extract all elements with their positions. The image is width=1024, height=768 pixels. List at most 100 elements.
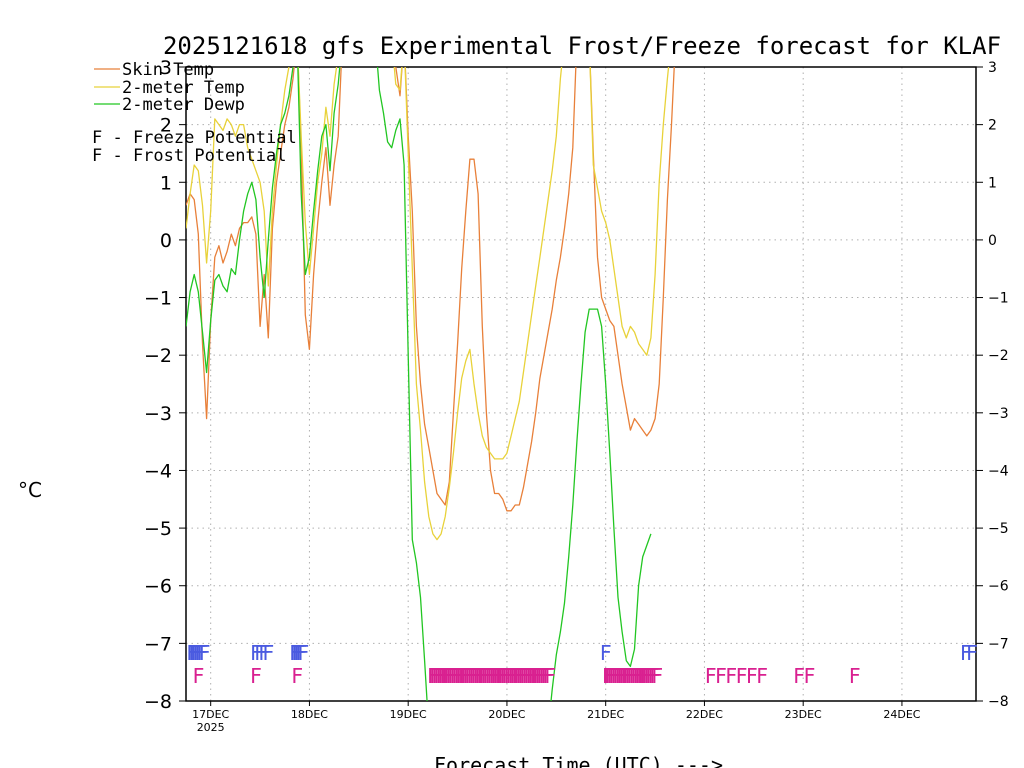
freeze-marker: F xyxy=(433,664,445,688)
freeze-marker: F xyxy=(501,664,513,688)
frost-marker: F xyxy=(250,641,262,665)
freeze-marker: F xyxy=(849,664,861,688)
x-tick-label: 23DEC xyxy=(785,708,822,721)
freeze-marker: F xyxy=(515,664,527,688)
plot-area xyxy=(186,67,675,701)
y-tick-label-right: −4 xyxy=(988,463,1009,479)
x-tick-label: 22DEC xyxy=(686,708,723,721)
freeze-marker: F xyxy=(530,664,542,688)
freeze-marker: F xyxy=(460,664,472,688)
frost-marker: F xyxy=(188,641,200,665)
freeze-marker: F xyxy=(474,664,486,688)
frost-marker: F xyxy=(291,641,303,665)
freeze-marker: F xyxy=(449,664,461,688)
freeze-marker: F xyxy=(616,664,628,688)
freeze-marker: F xyxy=(462,664,474,688)
freeze-marker: F xyxy=(491,664,503,688)
freeze-marker: F xyxy=(633,664,645,688)
freeze-marker: F xyxy=(468,664,480,688)
frost-marker: F xyxy=(293,641,305,665)
freeze-marker: F xyxy=(454,664,466,688)
x-tick-sublabel: 2025 xyxy=(197,721,225,734)
freeze-marker: F xyxy=(528,664,540,688)
y-tick-label-right: −2 xyxy=(988,348,1009,364)
freeze-marker: F xyxy=(464,664,476,688)
frost-marker: F xyxy=(190,641,202,665)
freeze-marker: F xyxy=(538,664,550,688)
y-tick-label: −3 xyxy=(144,403,172,425)
freeze-marker: F xyxy=(466,664,478,688)
freeze-marker: F xyxy=(624,664,636,688)
freeze-marker: F xyxy=(443,664,455,688)
freeze-marker: F xyxy=(793,664,805,688)
y-tick-label: −6 xyxy=(144,576,172,598)
frost-marker: F xyxy=(295,641,307,665)
y-axis-label: °C xyxy=(18,478,42,502)
freeze-marker: F xyxy=(507,664,519,688)
freeze-marker: F xyxy=(456,664,468,688)
y-tick-label: 1 xyxy=(160,172,172,194)
series-line-2-meter-dewp xyxy=(186,67,652,701)
frost-marker: F xyxy=(192,641,204,665)
series-lines xyxy=(186,67,675,701)
freeze-marker: F xyxy=(431,664,443,688)
y-tick-label-right: −6 xyxy=(988,579,1009,595)
freeze-marker: F xyxy=(645,664,657,688)
freeze-marker: F xyxy=(499,664,511,688)
frost-marker: F xyxy=(186,641,198,665)
freeze-marker: F xyxy=(470,664,482,688)
y-tick-label-right: −5 xyxy=(988,521,1009,537)
freeze-marker: F xyxy=(503,664,515,688)
y-tick-label-right: 2 xyxy=(988,118,997,134)
freeze-marker: F xyxy=(472,664,484,688)
freeze-marker: F xyxy=(509,664,521,688)
y-tick-label-right: −7 xyxy=(988,636,1009,652)
y-tick-label: −1 xyxy=(144,288,172,310)
x-tick-label: 18DEC xyxy=(291,708,328,721)
y-tick-label: −7 xyxy=(144,633,172,655)
freeze-marker: F xyxy=(705,664,717,688)
freeze-marker: F xyxy=(487,664,499,688)
chart-title: 2025121618 gfs Experimental Frost/Freeze… xyxy=(163,32,1001,60)
legend-2m-dewp: 2-meter Dewp xyxy=(122,95,245,115)
freeze-marker: F xyxy=(534,664,546,688)
x-tick-label: 17DEC xyxy=(192,708,229,721)
series-line-2-meter-temp xyxy=(186,67,670,541)
y-tick-label: −4 xyxy=(144,460,172,482)
freeze-marker: F xyxy=(626,664,638,688)
frost-marker: F xyxy=(254,641,266,665)
freeze-marker: F xyxy=(536,664,548,688)
x-tick-label: 24DEC xyxy=(883,708,920,721)
y-tick-label-right: 3 xyxy=(988,60,997,76)
legend-freeze-potential: F - Freeze Potential xyxy=(92,128,297,148)
freeze-marker: F xyxy=(735,664,747,688)
freeze-marker: F xyxy=(622,664,634,688)
frost-marker: F xyxy=(600,641,612,665)
x-tick-label: 20DEC xyxy=(488,708,525,721)
freeze-marker: F xyxy=(445,664,457,688)
frost-marker: F xyxy=(196,641,208,665)
y-tick-label: −5 xyxy=(144,518,172,540)
frost-marker: F xyxy=(289,641,301,665)
freeze-marker: F xyxy=(641,664,653,688)
freeze-marker: F xyxy=(610,664,622,688)
freeze-marker: F xyxy=(637,664,649,688)
y-axis: −8 −8 −7 −7 −6 −6 −5 −5 −4 −4 −3 −3 −2 −2 −1 −1 0 0 1 1 2 2 3 3 xyxy=(144,57,1009,713)
freeze-marker: F xyxy=(614,664,626,688)
freeze-marker: F xyxy=(526,664,538,688)
freeze-marker: F xyxy=(497,664,509,688)
freeze-marker: F xyxy=(291,664,303,688)
frost-marker: F xyxy=(198,641,210,665)
freeze-marker: F xyxy=(542,664,554,688)
y-tick-label-right: −1 xyxy=(988,291,1009,307)
freeze-marker: F xyxy=(192,664,204,688)
freeze-marker: F xyxy=(631,664,643,688)
freeze-marker: F xyxy=(429,664,441,688)
frost-marker: F xyxy=(194,641,206,665)
freeze-marker: F xyxy=(643,664,655,688)
freeze-marker: F xyxy=(517,664,529,688)
freeze-marker: F xyxy=(250,664,262,688)
